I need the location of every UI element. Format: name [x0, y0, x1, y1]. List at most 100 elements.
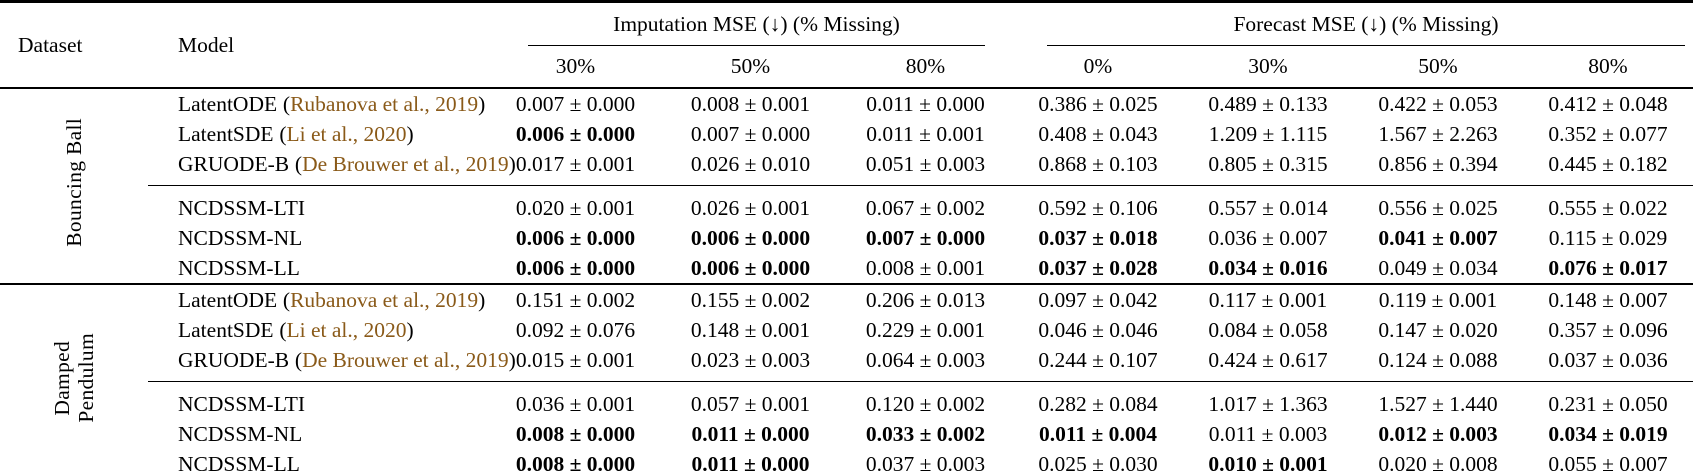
value-cell: 0.556 ± 0.025: [1353, 185, 1523, 223]
model-cell: NCDSSM-NL: [148, 419, 488, 449]
value-cell: 1.017 ± 1.363: [1183, 381, 1353, 419]
citation-text: De Brouwer et al., 2019: [302, 152, 509, 176]
citation-text: Li et al., 2020: [286, 318, 407, 342]
value-cell: 0.034 ± 0.016: [1208, 256, 1328, 280]
paren-close: ): [508, 348, 516, 372]
value-cell: 0.489 ± 0.133: [1208, 92, 1328, 116]
value-cell: 0.011 ± 0.000: [866, 92, 985, 116]
model-cell: GRUODE-B (De Brouwer et al., 2019): [148, 345, 516, 382]
paren-close: ): [406, 318, 414, 342]
model-cell: NCDSSM-LTI: [148, 381, 488, 419]
value-cell: 0.008 ± 0.001: [865, 256, 986, 280]
model-name: LatentSDE: [178, 318, 274, 342]
value-cell: 0.037 ± 0.028: [1038, 256, 1158, 280]
model-name: NCDSSM-LTI: [178, 392, 306, 416]
citation: (De Brouwer et al., 2019): [295, 348, 516, 372]
value-cell: 0.006 ± 0.000: [690, 226, 811, 250]
value-cell: 0.007 ± 0.000: [690, 122, 811, 146]
value-cell: 0.011 ± 0.000: [691, 452, 810, 475]
paren-open: (: [279, 318, 287, 342]
value-cell: 0.115 ± 0.029: [1548, 226, 1668, 250]
paren-open: (: [294, 348, 303, 372]
value-cell: 0.408 ± 0.043: [1038, 122, 1158, 146]
value-cell: 1.209 ± 1.115: [1208, 122, 1328, 146]
citation-text: Rubanova et al., 2019: [290, 288, 479, 312]
forecast-group-header: Forecast MSE (↓) (% Missing): [1013, 2, 1693, 46]
model-cell: NCDSSM-LTI: [148, 185, 488, 223]
value-cell: 0.026 ± 0.001: [663, 185, 838, 223]
value-cell: 0.011 ± 0.001: [866, 122, 985, 146]
forecast-col-0: 0%: [1083, 54, 1113, 78]
table-row: NCDSSM-LTI 0.036 ± 0.001 0.057 ± 0.001 0…: [0, 381, 1693, 419]
paren-close: ): [478, 288, 486, 312]
value-cell: 0.011 ± 0.003: [1208, 422, 1328, 446]
value-cell: 0.124 ± 0.088: [1378, 348, 1498, 372]
forecast-col-50: 50%: [1418, 54, 1458, 78]
value-cell: 0.006 ± 0.000: [515, 122, 636, 146]
table-row: Bouncing Ball LatentODE (Rubanova et al.,…: [0, 88, 1693, 246]
value-cell: 0.037 ± 0.018: [1038, 226, 1158, 250]
model-column-header: Model: [178, 33, 235, 57]
value-cell: 0.006 ± 0.000: [515, 256, 636, 280]
value-cell: 0.231 ± 0.050: [1523, 381, 1693, 419]
bouncing-ball-block: Bouncing Ball LatentODE (Rubanova et al.,…: [0, 88, 1693, 284]
paren-close: ): [406, 122, 414, 146]
forecast-col-30: 30%: [1248, 54, 1288, 78]
table-row: NCDSSM-LTI 0.020 ± 0.001 0.026 ± 0.001 0…: [0, 185, 1693, 223]
value-cell: 0.049 ± 0.034: [1378, 256, 1498, 280]
value-cell: 0.092 ± 0.076: [515, 318, 636, 342]
value-cell: 0.097 ± 0.042: [1038, 288, 1158, 312]
imputation-col-80: 80%: [905, 54, 946, 78]
model-name: NCDSSM-LL: [178, 452, 300, 475]
value-cell: 0.557 ± 0.014: [1183, 185, 1353, 223]
value-cell: 0.151 ± 0.002: [515, 288, 636, 312]
value-cell: 0.023 ± 0.003: [690, 348, 811, 372]
value-cell: 0.148 ± 0.001: [690, 318, 811, 342]
model-name: GRUODE-B: [178, 152, 290, 176]
paren-open: (: [294, 152, 303, 176]
model-cell: GRUODE-B (De Brouwer et al., 2019): [148, 149, 516, 186]
value-cell: 0.037 ± 0.003: [865, 452, 986, 475]
value-cell: 0.011 ± 0.000: [691, 422, 810, 446]
value-cell: 0.036 ± 0.001: [488, 381, 663, 419]
citation: (Rubanova et al., 2019): [283, 288, 485, 312]
value-cell: 0.282 ± 0.084: [1013, 381, 1183, 419]
value-cell: 0.008 ± 0.000: [515, 452, 636, 475]
dataset-label: Damped Pendulum: [0, 284, 148, 475]
value-cell: 0.051 ± 0.003: [865, 152, 986, 176]
value-cell: 0.592 ± 0.106: [1013, 185, 1183, 223]
value-cell: 0.026 ± 0.010: [690, 152, 811, 176]
paren-open: (: [279, 122, 287, 146]
value-cell: 0.006 ± 0.000: [690, 256, 811, 280]
model-name: NCDSSM-NL: [178, 422, 303, 446]
damped-pendulum-block: Damped Pendulum LatentODE (Rubanova et al…: [0, 284, 1693, 475]
model-cell: NCDSSM-LL: [148, 449, 488, 475]
dataset-label-text: Damped Pendulum: [50, 333, 98, 423]
value-cell: 0.034 ± 0.019: [1548, 422, 1668, 446]
model-cell: NCDSSM-NL: [148, 223, 488, 253]
value-cell: 0.805 ± 0.315: [1208, 152, 1328, 176]
model-cell: LatentSDE (Li et al., 2020): [148, 119, 488, 149]
value-cell: 0.017 ± 0.001: [515, 152, 636, 176]
table-row: GRUODE-B (De Brouwer et al., 2019) 0.017 …: [0, 149, 1693, 186]
value-cell: 0.155 ± 0.002: [690, 288, 811, 312]
value-cell: 0.020 ± 0.008: [1378, 452, 1498, 475]
imputation-group-header: Imputation MSE (↓) (% Missing): [488, 2, 1013, 46]
value-cell: 0.008 ± 0.001: [690, 92, 811, 116]
value-cell: 0.357 ± 0.096: [1548, 318, 1668, 342]
table-row: LatentSDE (Li et al., 2020) 0.092 ± 0.076…: [0, 315, 1693, 345]
paren-open: (: [282, 92, 291, 116]
citation-text: Rubanova et al., 2019: [290, 92, 479, 116]
citation-text: Li et al., 2020: [286, 122, 407, 146]
model-cell: LatentSDE (Li et al., 2020): [148, 315, 488, 345]
value-cell: 0.012 ± 0.003: [1378, 422, 1498, 446]
value-cell: 0.119 ± 0.001: [1378, 288, 1498, 312]
value-cell: 0.046 ± 0.046: [1038, 318, 1158, 342]
model-name: NCDSSM-LTI: [178, 196, 306, 220]
paren-open: (: [282, 288, 291, 312]
header-group-row: Dataset Model Imputation MSE (↓) (% Miss…: [0, 2, 1693, 57]
value-cell: 0.010 ± 0.001: [1208, 452, 1328, 475]
value-cell: 1.527 ± 1.440: [1353, 381, 1523, 419]
table-row: NCDSSM-LL 0.008 ± 0.000 0.011 ± 0.000 0.…: [0, 449, 1693, 475]
